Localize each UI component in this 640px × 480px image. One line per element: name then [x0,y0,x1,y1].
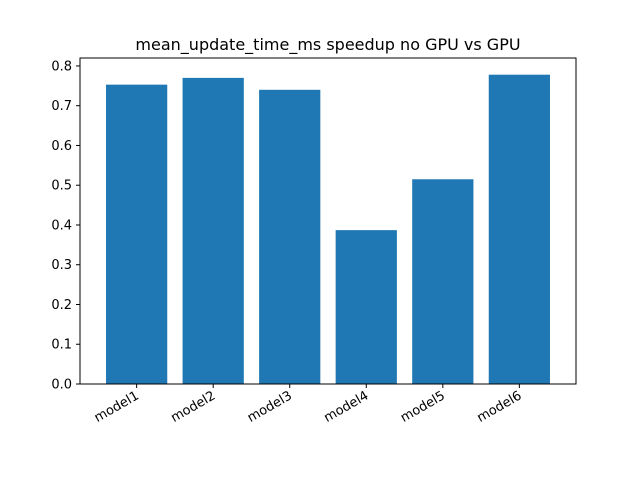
y-tick-label: 0.3 [51,258,72,273]
x-tick-label: model5 [398,388,448,425]
y-tick-label: 0.8 [51,59,72,74]
y-tick-label: 0.4 [51,218,72,233]
bar-model6 [488,74,550,384]
y-axis: 0.0 0.1 0.2 0.3 0.4 0.5 0.6 0.7 0.8 [51,59,80,393]
y-tick-label: 0.1 [51,338,72,353]
y-tick-label: 0.2 [51,298,72,313]
bar-model3 [259,89,321,385]
bar-model2 [182,77,244,384]
bar-model1 [106,84,168,384]
y-tick-label: 0.7 [51,99,72,114]
bar-model5 [412,179,474,384]
x-tick-label: model1 [92,388,142,425]
x-tick-label: model3 [245,388,295,425]
y-tick-label: 0.6 [51,139,72,154]
y-tick-label: 0.5 [51,179,72,194]
bars-group [106,74,550,385]
x-axis: model1 model2 model3 model4 model5 model6 [92,384,524,426]
x-tick-label: model6 [475,388,525,425]
bar-model4 [335,230,397,384]
y-tick-label: 0.0 [51,378,72,393]
chart-title: mean_update_time_ms speedup no GPU vs GP… [135,35,520,55]
plot-frame [79,57,577,385]
x-tick-label: model2 [168,388,218,425]
x-tick-label: model4 [322,388,372,425]
